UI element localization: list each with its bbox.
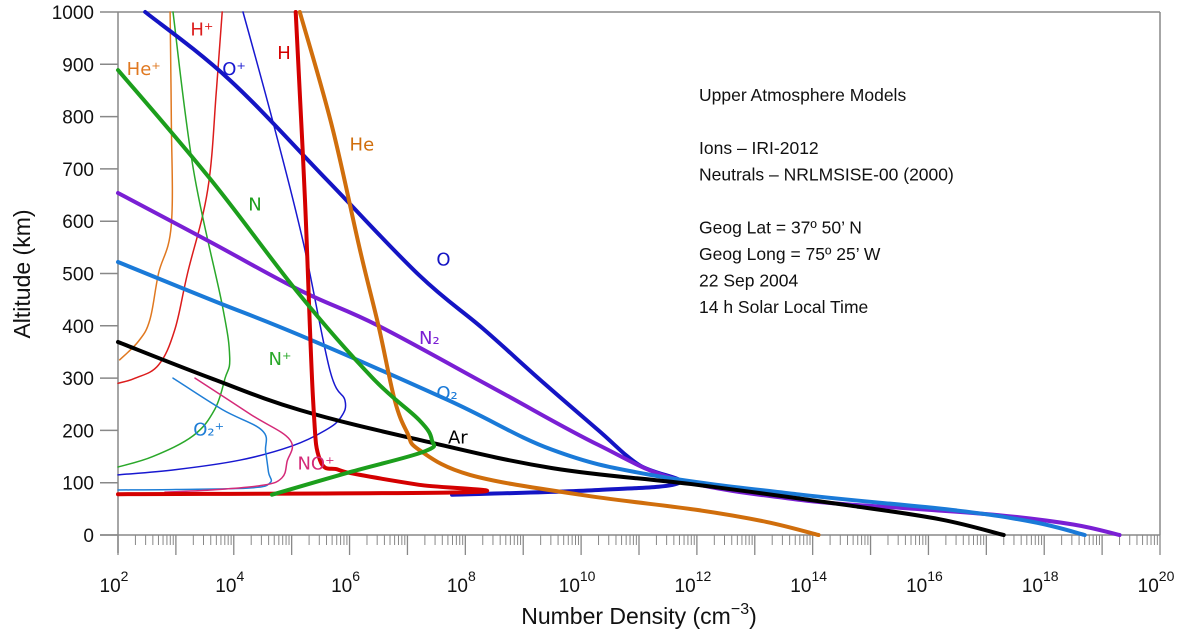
info-line: Ions – IRI-2012 (699, 138, 819, 158)
series-line-n (116, 68, 437, 497)
series-line-no-ion (164, 377, 294, 493)
curve-labels: O N₂ O₂ Ar He H N He⁺ H⁺ N⁺ O⁺ O₂⁺ NO⁺ (127, 20, 469, 475)
curve-label-h-ion: H⁺ (190, 20, 213, 41)
y-tick-label: 700 (62, 160, 94, 181)
x-tick-label: 1014 (790, 568, 827, 597)
y-tick-label: 200 (62, 421, 94, 442)
y-tick-label: 500 (62, 265, 94, 286)
x-tick-label: 1010 (559, 568, 596, 597)
axes: 0 100 200 300 400 500 600 700 800 900 1000 102 104 10… (52, 3, 1175, 597)
x-tick-label: 104 (215, 568, 244, 597)
y-tick-label: 600 (62, 212, 94, 233)
series-line-h (116, 10, 490, 497)
y-tick-label: 100 (62, 474, 94, 495)
y-tick-label: 800 (62, 108, 94, 129)
x-tick-label: 1018 (1022, 568, 1059, 597)
info-line: 22 Sep 2004 (699, 271, 799, 291)
info-line: Geog Long = 75º 25’ W (699, 244, 881, 264)
curve-label-no-ion: NO⁺ (297, 454, 334, 475)
series-line-o2-ion (117, 377, 273, 491)
info-annotations: Upper Atmosphere Models Ions – IRI-2012 Ne… (699, 85, 954, 317)
x-tick-label: 102 (100, 568, 129, 597)
series-line-n-ion (117, 11, 231, 468)
series-line-o (143, 10, 683, 497)
series-line-he (297, 10, 821, 537)
curve-label-ar: Ar (448, 427, 468, 448)
y-tick-label: 400 (62, 317, 94, 338)
info-line: 14 h Solar Local Time (699, 297, 868, 317)
y-tick-label: 1000 (52, 3, 94, 24)
info-line: Upper Atmosphere Models (699, 85, 906, 105)
curve-label-he: He (350, 135, 375, 156)
info-line: Neutrals – NRLMSISE-00 (2000) (699, 165, 954, 185)
x-tick-label: 1020 (1138, 568, 1175, 597)
y-tick-label: 300 (62, 369, 94, 390)
curve-label-o2: O₂ (436, 383, 457, 404)
curve-label-n-ion: N⁺ (269, 349, 292, 370)
y-tick-label: 0 (83, 526, 94, 547)
curve-label-n2: N₂ (419, 328, 440, 349)
curve-label-o: O (436, 250, 450, 271)
y-axis-title: Altitude (km) (9, 209, 35, 338)
series-line-he-ion (118, 11, 174, 361)
curve-label-he-ion: He⁺ (127, 59, 161, 80)
y-tick-label: 900 (62, 55, 94, 76)
series-line-h-ion (117, 11, 223, 385)
x-tick-label: 108 (447, 568, 476, 597)
series-line-o2 (116, 260, 1087, 537)
series-line-o-ion (117, 11, 347, 476)
x-tick-label: 1016 (906, 568, 943, 597)
x-tick-label: 106 (331, 568, 360, 597)
curve-label-n: N (248, 195, 261, 216)
series-group (116, 10, 1122, 537)
x-tick-label: 1012 (675, 568, 712, 597)
info-line: Geog Lat = 37º 50’ N (699, 218, 862, 238)
curve-label-o2-ion: O₂⁺ (193, 420, 224, 441)
series-line-ar (116, 340, 1006, 537)
x-axis-title: Number Density (cm−3) (521, 601, 757, 629)
curve-label-o-ion: O⁺ (222, 59, 246, 80)
curve-label-h: H (277, 43, 291, 64)
